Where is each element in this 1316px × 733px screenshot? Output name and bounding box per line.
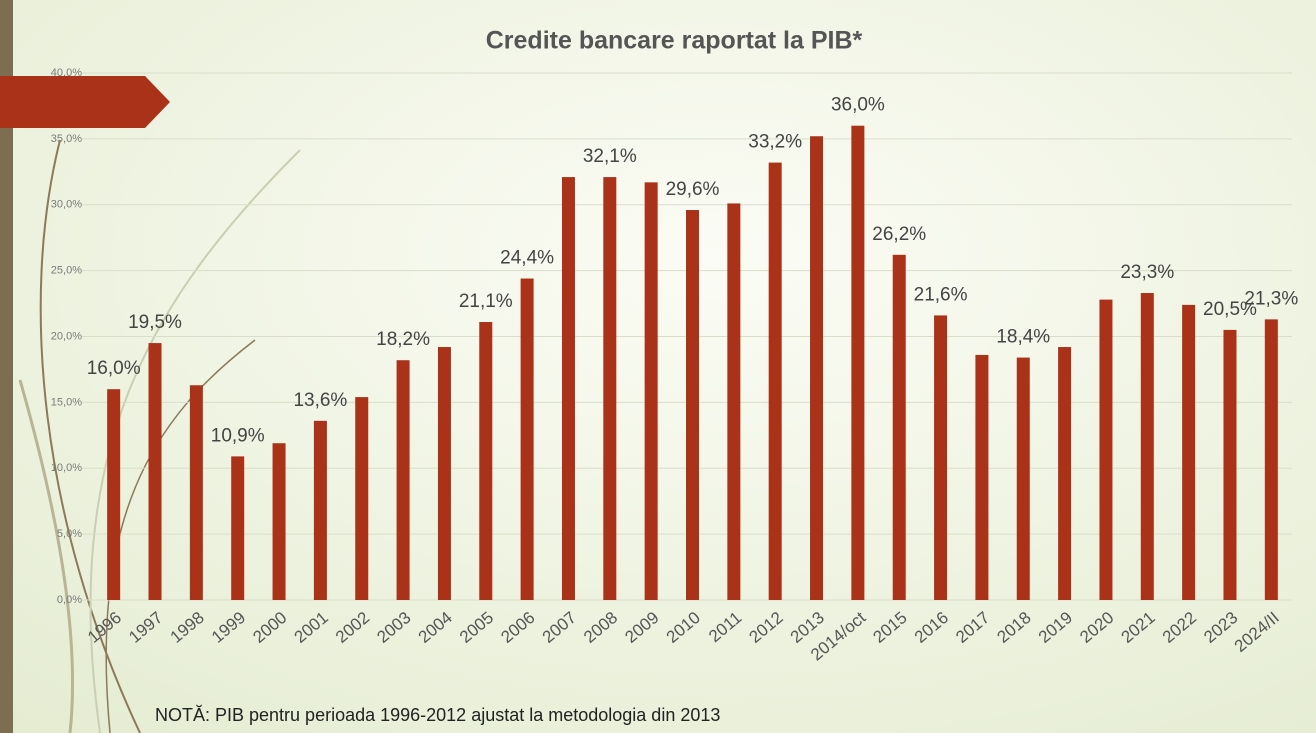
y-tick-label: 40,0% xyxy=(51,67,82,79)
bar xyxy=(1182,304,1196,600)
value-label: 21,6% xyxy=(914,284,968,305)
bar xyxy=(1140,293,1154,600)
value-label: 18,2% xyxy=(376,329,430,350)
y-tick-label: 35,0% xyxy=(51,133,82,145)
value-label: 33,2% xyxy=(748,132,802,153)
bar xyxy=(644,182,658,601)
y-tick-label: 15,0% xyxy=(51,396,82,408)
bar xyxy=(603,177,617,600)
bar xyxy=(1223,329,1237,600)
bar xyxy=(479,322,493,600)
value-label: 29,6% xyxy=(666,179,720,200)
bar xyxy=(810,136,824,601)
bar xyxy=(107,389,121,600)
y-tick-label: 25,0% xyxy=(51,265,82,277)
bar xyxy=(189,385,203,600)
side-strip xyxy=(0,0,13,733)
value-label: 21,3% xyxy=(1244,288,1298,309)
decoration xyxy=(18,139,301,733)
value-label: 18,4% xyxy=(996,327,1050,348)
value-label: 21,1% xyxy=(459,291,513,312)
bar xyxy=(561,177,575,600)
y-tick-label: 20,0% xyxy=(51,330,82,342)
bar xyxy=(231,456,245,600)
value-label: 26,2% xyxy=(872,224,926,245)
bar xyxy=(934,315,948,600)
value-label: 16,0% xyxy=(87,358,141,379)
chart-title: Credite bancare raportat la PIB* xyxy=(486,27,863,55)
bar xyxy=(892,254,906,600)
bar xyxy=(396,360,410,600)
y-tick-label: 10,0% xyxy=(51,462,82,474)
arrow-decoration xyxy=(0,76,170,128)
bar xyxy=(851,125,865,600)
bar xyxy=(768,162,782,600)
y-tick-label: 0,0% xyxy=(57,594,82,606)
value-label: 23,3% xyxy=(1120,262,1174,283)
y-tick-label: 5,0% xyxy=(57,528,82,540)
value-label: 32,1% xyxy=(583,146,637,167)
bar xyxy=(1016,357,1030,600)
bar xyxy=(1058,347,1072,600)
bar xyxy=(313,420,327,600)
value-label: 36,0% xyxy=(831,95,885,116)
value-label: 24,4% xyxy=(500,248,554,269)
value-label: 20,5% xyxy=(1203,299,1257,320)
bar xyxy=(975,354,989,600)
bar xyxy=(272,443,286,600)
y-tick-label: 30,0% xyxy=(51,199,82,211)
bar xyxy=(437,347,451,600)
bar xyxy=(1099,299,1113,600)
bar xyxy=(148,343,162,600)
value-label: 13,6% xyxy=(293,390,347,411)
bar xyxy=(686,210,699,600)
bar xyxy=(355,397,369,600)
bar xyxy=(727,203,741,600)
value-label: 19,5% xyxy=(128,312,182,333)
note: NOTĂ: PIB pentru perioada 1996-2012 ajus… xyxy=(155,705,720,725)
value-label: 10,9% xyxy=(211,425,265,446)
bar xyxy=(1264,319,1278,600)
bar xyxy=(520,278,534,600)
